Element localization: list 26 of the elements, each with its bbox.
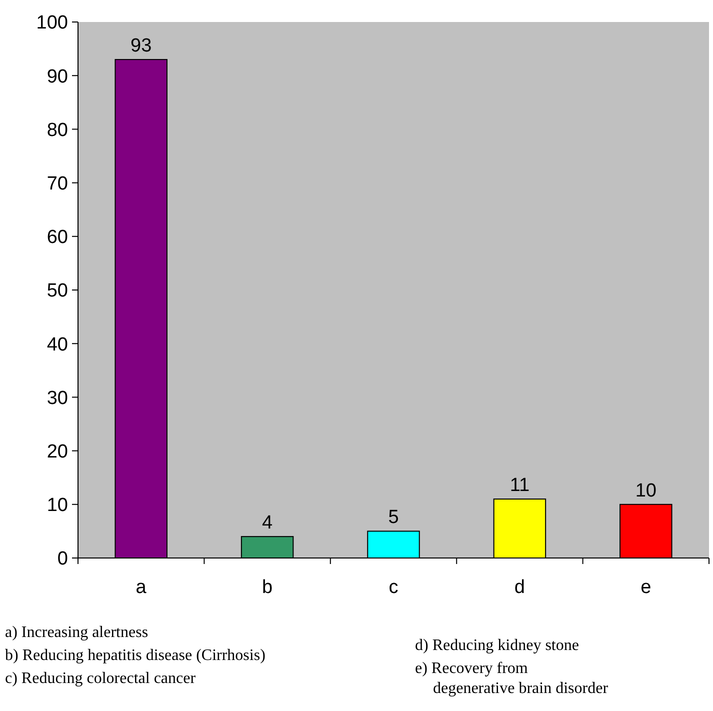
text: b) Reducing hepatitis disease (Cirrhosis) <box>5 647 266 664</box>
y-tick-label: 50 <box>46 280 68 302</box>
text: a) Increasing alertness <box>5 624 148 641</box>
x-tick-label: e <box>640 577 652 598</box>
y-tick-label: 80 <box>46 120 68 141</box>
data-label: 5 <box>388 507 399 528</box>
x-tick-label: c <box>388 577 398 598</box>
x-tick-label: b <box>262 577 273 598</box>
y-tick-label: 100 <box>36 12 68 34</box>
y-tick-label: 10 <box>46 495 68 516</box>
y-tick-label: 30 <box>46 388 68 409</box>
x-tick-label: a <box>136 577 147 598</box>
text: c) Reducing colorectal cancer <box>5 670 196 687</box>
data-label: 93 <box>130 36 152 57</box>
text: e) Recovery from degenerative brain disorder <box>415 660 609 697</box>
y-tick-label: 70 <box>46 173 68 194</box>
data-label: 10 <box>635 480 656 502</box>
y-tick-label: 0 <box>57 548 68 570</box>
y-tick-label: 60 <box>46 227 68 248</box>
data-label: 4 <box>262 512 274 534</box>
y-tick-label: 20 <box>46 441 68 462</box>
x-tick-label: d <box>514 577 525 598</box>
y-tick-label: 90 <box>46 66 68 88</box>
data-label: 11 <box>510 475 530 496</box>
text: d) Reducing kidney stone <box>415 637 579 654</box>
y-tick-label: 40 <box>46 334 68 356</box>
